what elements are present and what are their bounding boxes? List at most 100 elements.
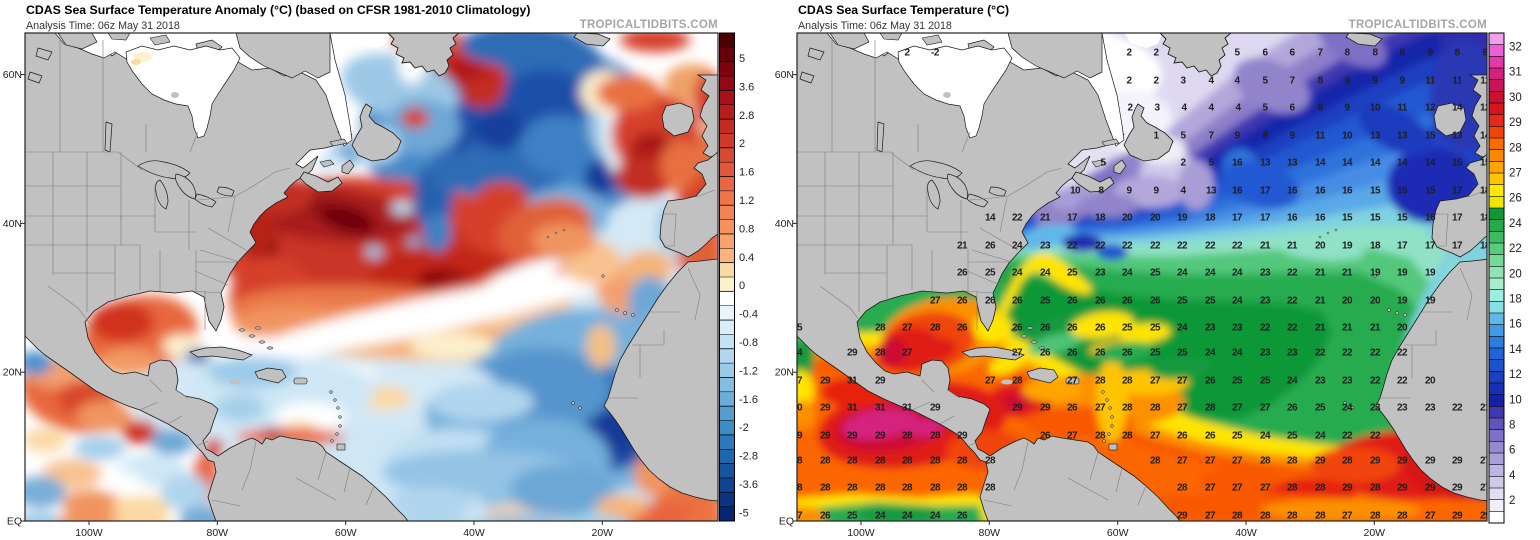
svg-text:21: 21: [1260, 241, 1271, 252]
svg-text:5: 5: [1180, 131, 1186, 142]
svg-text:22: 22: [1287, 323, 1298, 334]
svg-text:29: 29: [1012, 403, 1023, 414]
svg-text:22: 22: [1177, 241, 1188, 252]
svg-text:21: 21: [1315, 323, 1326, 334]
svg-text:14: 14: [1480, 131, 1491, 142]
svg-text:29: 29: [875, 376, 886, 387]
svg-text:18: 18: [1480, 186, 1491, 197]
svg-text:4: 4: [1234, 76, 1240, 87]
svg-text:25: 25: [1177, 348, 1188, 359]
svg-text:26: 26: [1012, 323, 1023, 334]
svg-text:23: 23: [1397, 403, 1408, 414]
svg-text:25: 25: [1150, 268, 1161, 279]
svg-text:27: 27: [1480, 483, 1491, 494]
svg-text:9: 9: [1427, 48, 1433, 59]
svg-text:16: 16: [1287, 213, 1298, 224]
svg-text:80W: 80W: [979, 527, 1001, 539]
svg-text:24: 24: [1205, 348, 1216, 359]
svg-text:16: 16: [1425, 213, 1436, 224]
svg-text:23: 23: [1095, 268, 1106, 279]
svg-text:25: 25: [1287, 431, 1298, 442]
svg-text:29: 29: [820, 431, 831, 442]
svg-text:0: 0: [739, 280, 745, 292]
svg-text:2: 2: [1180, 158, 1186, 169]
svg-text:4: 4: [1208, 76, 1214, 87]
svg-text:29: 29: [1177, 511, 1188, 522]
svg-text:26: 26: [1150, 296, 1161, 307]
svg-text:16: 16: [1287, 186, 1298, 197]
svg-text:28: 28: [1370, 483, 1381, 494]
svg-text:25: 25: [1150, 323, 1161, 334]
svg-text:-0.8: -0.8: [739, 337, 758, 349]
svg-text:17: 17: [1452, 186, 1463, 197]
svg-text:28: 28: [1370, 511, 1381, 522]
svg-text:-3.6: -3.6: [739, 479, 758, 491]
svg-text:6: 6: [1289, 103, 1295, 114]
svg-text:8: 8: [1262, 131, 1268, 142]
svg-text:19: 19: [1397, 296, 1408, 307]
svg-text:27: 27: [1067, 431, 1078, 442]
svg-text:29: 29: [1397, 483, 1408, 494]
svg-text:27: 27: [1480, 456, 1491, 467]
svg-text:26: 26: [1095, 323, 1106, 334]
svg-text:4: 4: [1509, 470, 1516, 482]
svg-text:23: 23: [1260, 296, 1271, 307]
svg-text:26: 26: [985, 241, 996, 252]
svg-text:3.6: 3.6: [739, 81, 754, 93]
svg-text:22: 22: [1509, 243, 1522, 255]
svg-text:24: 24: [1232, 348, 1243, 359]
svg-text:29: 29: [1452, 511, 1463, 522]
svg-text:15: 15: [1342, 213, 1353, 224]
svg-text:8: 8: [1454, 48, 1460, 59]
svg-text:26: 26: [957, 511, 968, 522]
svg-text:100W: 100W: [847, 527, 875, 539]
svg-text:13: 13: [1397, 131, 1408, 142]
svg-text:2: 2: [1126, 48, 1132, 59]
svg-text:8: 8: [1317, 76, 1323, 87]
svg-text:22: 22: [1232, 241, 1243, 252]
svg-text:0.4: 0.4: [739, 252, 754, 264]
svg-text:10: 10: [1342, 131, 1353, 142]
svg-text:14: 14: [1452, 103, 1463, 114]
svg-text:28: 28: [930, 431, 941, 442]
svg-text:4: 4: [1181, 103, 1187, 114]
svg-text:2: 2: [1127, 103, 1133, 114]
svg-text:23: 23: [1260, 348, 1271, 359]
svg-text:21: 21: [1315, 268, 1326, 279]
svg-text:26: 26: [820, 511, 831, 522]
svg-text:18: 18: [1509, 294, 1522, 306]
svg-text:5: 5: [1262, 76, 1268, 87]
svg-text:3: 3: [1154, 103, 1160, 114]
svg-text:21: 21: [1342, 323, 1353, 334]
svg-text:27: 27: [1205, 483, 1216, 494]
svg-text:1.6: 1.6: [739, 167, 754, 179]
svg-text:27: 27: [1509, 168, 1522, 180]
svg-text:14: 14: [1370, 158, 1381, 169]
svg-text:21: 21: [1342, 268, 1353, 279]
svg-text:27: 27: [1067, 376, 1078, 387]
svg-text:10: 10: [1070, 186, 1081, 197]
svg-text:20: 20: [1315, 241, 1326, 252]
svg-text:13: 13: [1287, 158, 1298, 169]
svg-text:28: 28: [1287, 483, 1298, 494]
svg-text:TROPICALTIDBITS.COM: TROPICALTIDBITS.COM: [1349, 19, 1487, 31]
svg-text:28: 28: [902, 431, 913, 442]
svg-text:29: 29: [847, 348, 858, 359]
svg-text:3: 3: [1180, 76, 1186, 87]
svg-text:22: 22: [1205, 241, 1216, 252]
svg-text:4: 4: [1208, 103, 1214, 114]
svg-text:28: 28: [930, 323, 941, 334]
svg-text:EQ: EQ: [779, 516, 794, 528]
svg-text:30: 30: [1509, 92, 1522, 104]
svg-text:20W: 20W: [592, 527, 614, 539]
svg-text:31: 31: [875, 403, 886, 414]
svg-text:27: 27: [1260, 403, 1271, 414]
svg-text:9: 9: [1344, 76, 1350, 87]
svg-text:31: 31: [847, 376, 858, 387]
svg-text:26: 26: [1287, 403, 1298, 414]
svg-text:-1.6: -1.6: [739, 394, 758, 406]
svg-text:2: 2: [1509, 495, 1515, 507]
svg-text:60W: 60W: [335, 527, 357, 539]
svg-text:60N: 60N: [3, 69, 22, 81]
svg-text:26: 26: [957, 268, 968, 279]
